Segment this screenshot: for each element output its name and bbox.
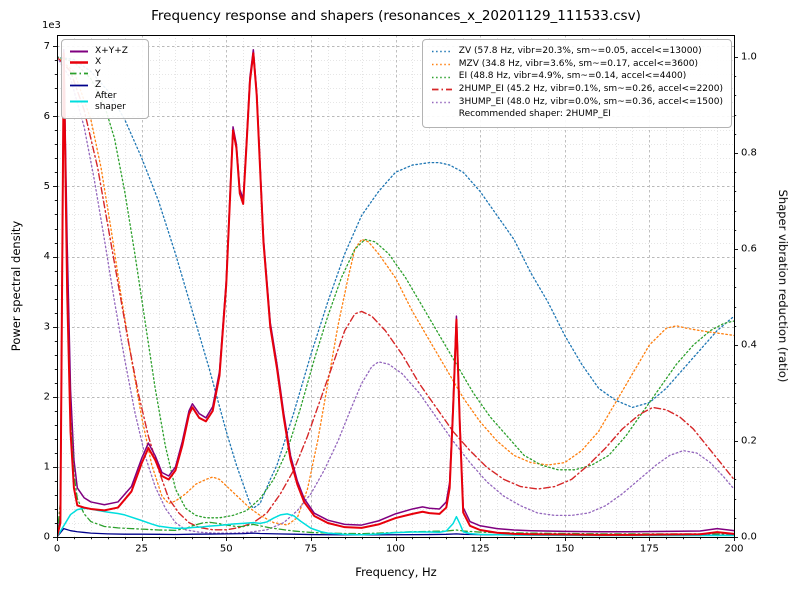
legend-line-sample (431, 51, 452, 53)
legend-line-sample (70, 61, 88, 64)
legend-entry-recommended-shaper: Recommended shaper: 2HUMP_EI (431, 109, 723, 121)
legend-label: X (95, 57, 102, 68)
legend-entry-y: Y (69, 69, 141, 79)
legend-shapers: ZV (57.8 Hz, vibr=20.3%, sm~=0.05, accel… (421, 39, 732, 129)
legend-entry-after-shaper: After shaper (69, 91, 141, 112)
legend-line-sample (431, 89, 452, 91)
legend-entry-ei: EI (48.8 Hz, vibr=4.9%, sm~=0.14, accel<… (431, 71, 723, 83)
legend-label: X+Y+Z (95, 46, 128, 56)
legend-label: Recommended shaper: 2HUMP_EI (458, 109, 611, 120)
legend-entry-x: X (69, 57, 141, 67)
y-axis-label-left: Power spectral density (9, 220, 23, 352)
legend-line-sample (431, 76, 452, 79)
legend-line-sample (70, 100, 88, 103)
y-axis-label-right: Shaper vibration reduction (ratio) (776, 189, 790, 383)
legend-line-sample (70, 84, 88, 87)
legend-entry-x-y-z: X+Y+Z (69, 46, 141, 56)
legend-label: Y (95, 68, 101, 79)
legend-line-sample (431, 112, 453, 119)
legend-entry-mzv: MZV (34.8 Hz, vibr=3.6%, sm~=0.17, accel… (431, 59, 723, 71)
chart-title: Frequency response and shapers (resonanc… (151, 8, 641, 24)
x-axis-label: Frequency, Hz (355, 565, 437, 579)
legend-psd: X+Y+Z X Y Z After shaper (61, 39, 149, 120)
legend-entry-z: Z (69, 80, 141, 90)
legend-line-sample (70, 50, 88, 53)
legend-label: 3HUMP_EI (48.0 Hz, vibr=0.0%, sm~=0.36, … (458, 96, 723, 107)
legend-entry-3hump-ei: 3HUMP_EI (48.0 Hz, vibr=0.0%, sm~=0.36, … (431, 97, 723, 109)
legend-label: MZV (34.8 Hz, vibr=3.6%, sm~=0.17, accel… (458, 58, 698, 69)
legend-label: EI (48.8 Hz, vibr=4.9%, sm~=0.14, accel<… (458, 71, 687, 82)
legend-entry-zv: ZV (57.8 Hz, vibr=20.3%, sm~=0.05, accel… (431, 46, 723, 58)
y-axis-offset-text: 1e3 (42, 20, 61, 31)
legend-entry-2hump-ei: 2HUMP_EI (45.2 Hz, vibr=0.1%, sm~=0.26, … (431, 84, 723, 96)
legend-label: Z (95, 80, 102, 91)
legend-label: ZV (57.8 Hz, vibr=20.3%, sm~=0.05, accel… (458, 46, 702, 56)
legend-line-sample (431, 63, 452, 66)
legend-line-sample (70, 73, 88, 75)
legend-label: After shaper (95, 91, 126, 112)
legend-label: 2HUMP_EI (45.2 Hz, vibr=0.1%, sm~=0.26, … (458, 84, 723, 95)
legend-line-sample (431, 101, 452, 104)
